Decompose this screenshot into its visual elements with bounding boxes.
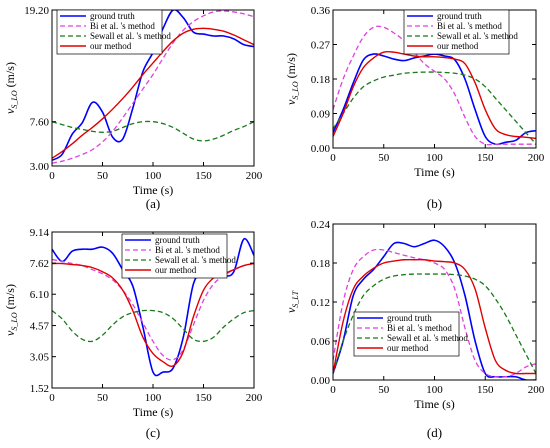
x-tick-label: 50 xyxy=(97,170,109,182)
series-line-a-3 xyxy=(52,120,254,142)
y-axis-label-subscript: S_LO xyxy=(291,81,300,99)
y-tick-label: 0.06 xyxy=(311,336,331,348)
y-tick-label: 0.18 xyxy=(311,258,331,270)
legend-entry: our method xyxy=(90,41,132,51)
panel-label-c: (c) xyxy=(146,425,160,440)
plot-frame-d xyxy=(332,223,537,381)
y-tick-label: 7.60 xyxy=(30,117,50,129)
y-axis-label: vS_LO (m/s) xyxy=(3,284,19,336)
panel-label-a: (a) xyxy=(146,196,160,211)
series-line-c-3 xyxy=(52,309,254,343)
y-axis-label-unit: (m/s) xyxy=(3,284,17,312)
y-tick-label: 3.05 xyxy=(30,352,50,364)
legend-entry: Bi et al. 's method xyxy=(387,323,452,333)
legend-entry: Bi et al. 's method xyxy=(155,245,220,255)
x-tick-label: 200 xyxy=(246,170,263,182)
x-tick-label: 0 xyxy=(49,392,55,404)
panel-label-d: (d) xyxy=(427,425,442,440)
x-axis-label: Time (s) xyxy=(414,165,455,179)
x-axis-label: Time (s) xyxy=(133,405,174,419)
legend-entry: Bi et al. 's method xyxy=(90,21,155,31)
chart-panel-d: 0 50 100 150 200 0.00 0.06 0.12 0.18 0.24 Time (s)… xyxy=(284,219,545,440)
y-axis-label: vS_LT xyxy=(284,290,300,313)
x-tick-label: 150 xyxy=(477,384,494,396)
legend-entry: ground truth xyxy=(155,235,200,245)
y-axis-label: vS_LO (m/s) xyxy=(284,53,300,105)
legend-entry: Sewall et al. 's method xyxy=(387,333,468,343)
series-line-a-2 xyxy=(52,10,254,164)
x-tick-label: 100 xyxy=(145,392,162,404)
y-axis-label-subscript: S_LO xyxy=(10,90,19,108)
y-tick-label: 0.27 xyxy=(311,40,331,52)
x-tick-label: 100 xyxy=(426,384,443,396)
y-tick-label: 6.10 xyxy=(30,289,50,301)
x-tick-label: 150 xyxy=(195,392,212,404)
legend-entry: our method xyxy=(437,41,479,51)
x-tick-label: 200 xyxy=(528,384,545,396)
legend-entry: our method xyxy=(155,265,197,275)
y-tick-label: 7.62 xyxy=(30,258,49,270)
legend-entry: ground truth xyxy=(387,313,432,323)
series-line-c-4 xyxy=(52,262,254,367)
y-axis-label-symbol: v xyxy=(284,307,298,313)
x-tick-label: 100 xyxy=(145,170,162,182)
y-tick-label: 0.09 xyxy=(311,109,331,121)
legend-entry: Sewall et al. 's method xyxy=(437,31,518,41)
y-tick-label: 0.24 xyxy=(311,219,331,231)
x-tick-label: 50 xyxy=(97,392,109,404)
panel-label-b: (b) xyxy=(427,196,442,211)
y-tick-label: 3.00 xyxy=(30,161,50,173)
x-tick-label: 100 xyxy=(426,152,443,164)
x-tick-label: 150 xyxy=(195,170,212,182)
chart-panel-c: 0 50 100 150 200 1.52 3.05 4.57 6.10 7.62 9.14 Time… xyxy=(3,227,263,440)
series-line-a-4 xyxy=(52,27,254,159)
x-tick-label: 0 xyxy=(49,170,55,182)
y-axis-label-subscript: S_LT xyxy=(291,290,300,307)
x-tick-label: 50 xyxy=(378,384,390,396)
y-tick-label: 0.00 xyxy=(311,375,331,387)
legend-entry: Bi et al. 's method xyxy=(437,21,502,31)
y-tick-label: 0.12 xyxy=(311,297,330,309)
legend-entry: ground truth xyxy=(90,11,135,21)
x-tick-label: 200 xyxy=(246,392,263,404)
legend-entry: our method xyxy=(387,343,429,353)
x-axis-label: Time (s) xyxy=(133,183,174,197)
legend-entry: Sewall et al. 's method xyxy=(90,31,171,41)
x-tick-label: 50 xyxy=(378,152,390,164)
series-line-d-4 xyxy=(333,258,536,375)
chart-panel-b: 0 50 100 150 200 0.00 0.09 0.18 0.27 0.36 Time (s)… xyxy=(284,5,545,211)
y-axis-label-unit: (m/s) xyxy=(3,62,17,90)
y-tick-label: 0.36 xyxy=(311,5,331,17)
y-tick-label: 0.00 xyxy=(311,143,331,155)
y-tick-label: 1.52 xyxy=(30,383,49,395)
series-line-b-2 xyxy=(333,25,536,146)
series-line-d-3 xyxy=(333,273,536,374)
y-tick-label: 19.20 xyxy=(24,5,49,17)
series-line-b-3 xyxy=(333,71,536,145)
y-tick-label: 4.57 xyxy=(30,321,50,333)
y-axis-label-symbol: v xyxy=(3,330,17,336)
x-tick-label: 150 xyxy=(477,152,494,164)
y-axis-label: vS_LO (m/s) xyxy=(3,62,19,114)
y-axis-label-symbol: v xyxy=(284,99,298,105)
y-tick-label: 9.14 xyxy=(30,227,50,239)
legend-entry: Sewall et al. 's method xyxy=(155,255,236,265)
legend-entry: ground truth xyxy=(437,11,482,21)
x-tick-label: 0 xyxy=(330,152,336,164)
x-axis-label: Time (s) xyxy=(414,397,455,411)
y-axis-label-symbol: v xyxy=(3,108,17,114)
series-line-d-2 xyxy=(333,248,536,378)
x-tick-label: 200 xyxy=(528,152,545,164)
series-line-b-4 xyxy=(333,50,536,140)
y-tick-label: 0.18 xyxy=(311,74,331,86)
x-tick-label: 0 xyxy=(330,384,336,396)
y-axis-label-unit: (m/s) xyxy=(284,53,298,81)
y-axis-label-subscript: S_LO xyxy=(10,312,19,330)
chart-panel-a: 0 50 100 150 200 3.00 7.60 19.20 Time (s) vS_LO (… xyxy=(3,5,263,211)
